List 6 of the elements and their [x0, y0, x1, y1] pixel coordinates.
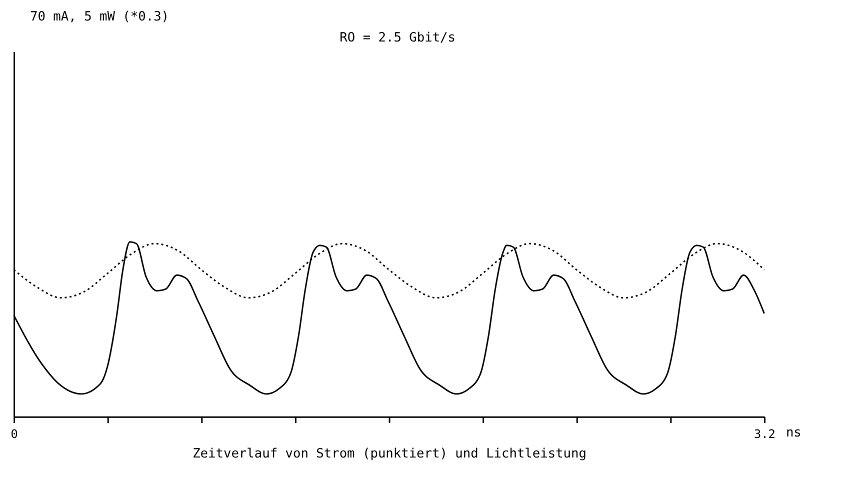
chart-title: 70 mA, 5 mW (*0.3) — [30, 10, 170, 25]
text: RO = 2.5 Gbit/s — [340, 30, 456, 46]
x-tick-label: 3.2 — [754, 426, 776, 441]
x-tick-label: 0 — [10, 426, 18, 441]
text: ns — [786, 425, 802, 440]
x-axis-title: Zeitverlauf von Strom (punktiert) und Lichtleistung — [192, 446, 586, 462]
